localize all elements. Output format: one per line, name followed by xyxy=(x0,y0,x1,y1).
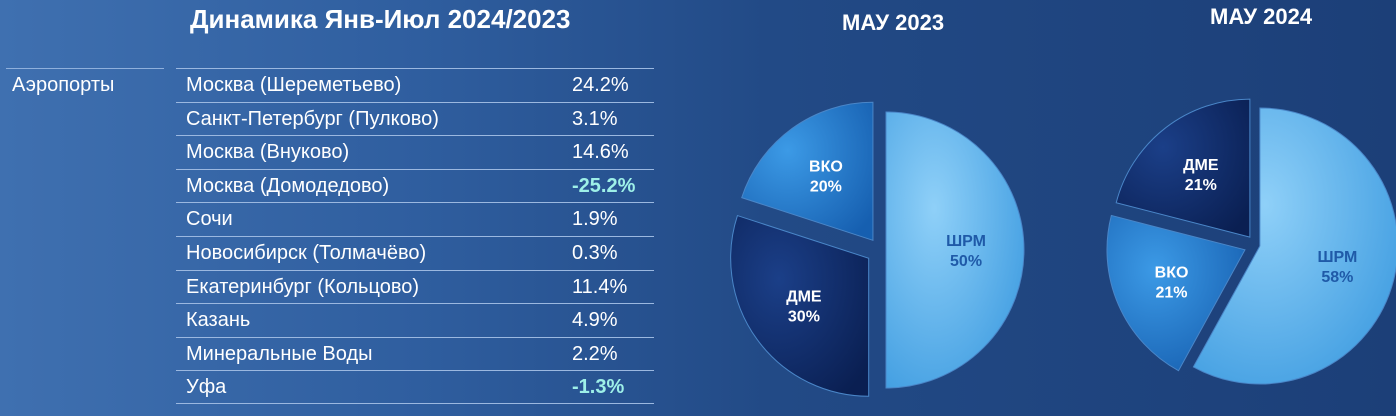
airport-name: Казань xyxy=(186,309,251,332)
airport-change: 1.9% xyxy=(572,208,618,231)
airport-name: Москва (Домодедово) xyxy=(186,174,390,197)
airport-change: 0.3% xyxy=(572,241,618,264)
slice-label: ВКО xyxy=(809,159,843,176)
airport-name: Москва (Внуково) xyxy=(186,141,350,164)
airport-name: Санкт-Петербург (Пулково) xyxy=(186,107,439,130)
pie-slice xyxy=(885,111,1025,389)
table-row: Минеральные Воды 2.2% xyxy=(176,336,654,371)
slice-value: 21% xyxy=(1156,285,1188,302)
airport-change: 24.2% xyxy=(572,74,629,96)
airports-label: Аэропорты xyxy=(12,74,115,96)
table-row: Казань 4.9% xyxy=(176,303,654,337)
airport-name: Сочи xyxy=(186,208,233,231)
pie-2024-title: МАУ 2024 xyxy=(1210,4,1313,29)
table-row: Москва (Внуково) 14.6% xyxy=(176,135,654,169)
slice-value: 58% xyxy=(1321,269,1353,286)
airport-name: Новосибирск (Толмачёво) xyxy=(186,241,427,264)
label-divider xyxy=(6,68,164,69)
airports-table: Москва (Шереметьево) 24.2% Санкт-Петербург… xyxy=(176,68,654,404)
airport-change: -1.3% xyxy=(572,376,625,399)
slice-label: ДМЕ xyxy=(1183,157,1219,174)
pie-slice xyxy=(1115,98,1251,238)
airport-name: Уфа xyxy=(186,376,227,399)
table-row: Уфа -1.3% xyxy=(176,370,654,404)
pie-slice xyxy=(1106,214,1246,372)
slice-value: 21% xyxy=(1185,177,1217,194)
slice-label: ШРМ xyxy=(946,233,986,250)
airport-name: Минеральные Воды xyxy=(186,342,373,365)
table-row: Санкт-Петербург (Пулково) 3.1% xyxy=(176,101,654,136)
airport-change: 2.2% xyxy=(572,342,618,365)
table-row: Новосибирск (Толмачёво) 0.3% xyxy=(176,235,654,270)
slice-label: ШРМ xyxy=(1317,249,1357,266)
slice-label: ВКО xyxy=(1155,265,1189,282)
airport-change: -25.2% xyxy=(572,174,636,197)
pie-2023-title: МАУ 2023 xyxy=(842,10,945,35)
airport-name: Екатеринбург (Кольцово) xyxy=(186,275,419,298)
table-row: Сочи 1.9% xyxy=(176,202,654,236)
airport-change: 3.1% xyxy=(572,107,618,130)
airport-change: 4.9% xyxy=(572,309,618,332)
pie-slice xyxy=(1192,107,1396,385)
table-row: Екатеринбург (Кольцово) 11.4% xyxy=(176,269,654,304)
slice-label: ДМЕ xyxy=(786,288,822,305)
airport-name: Москва (Шереметьево) xyxy=(186,74,402,96)
pie-slice xyxy=(741,101,874,241)
pie-slice xyxy=(730,214,870,397)
table-row: Москва (Домодедово) -25.2% xyxy=(176,168,654,203)
slice-value: 20% xyxy=(810,179,842,196)
table-row: Москва (Шереметьево) 24.2% xyxy=(176,68,654,102)
airport-change: 11.4% xyxy=(572,275,628,298)
airport-change: 14.6% xyxy=(572,141,629,164)
slice-value: 30% xyxy=(788,308,820,325)
slice-value: 50% xyxy=(950,253,982,270)
page-title: Динамика Янв-Июл 2024/2023 xyxy=(190,4,571,34)
